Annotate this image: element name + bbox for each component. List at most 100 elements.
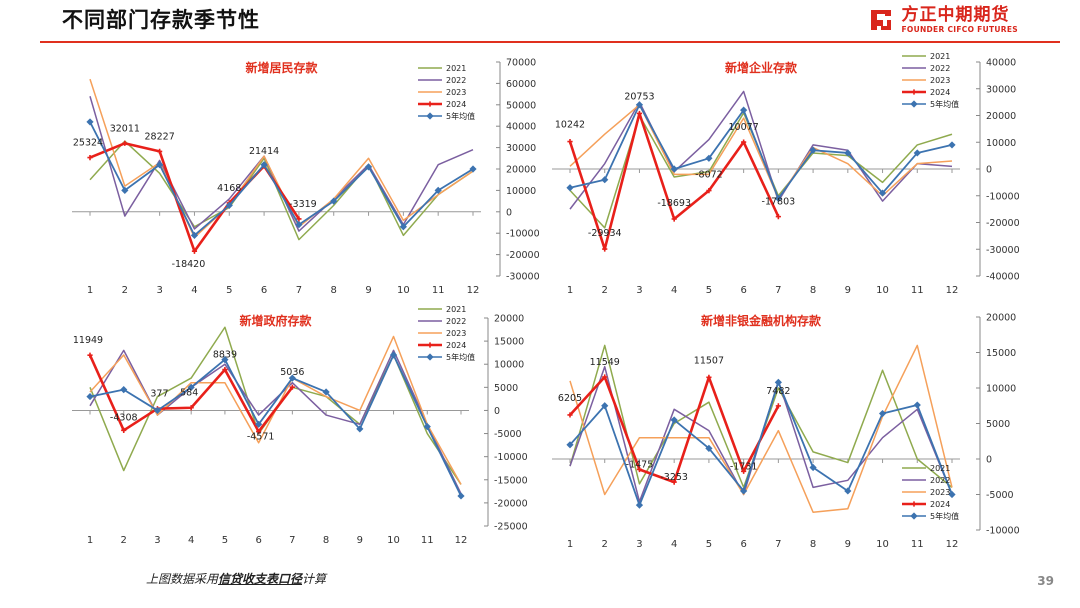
x-tick-label: 4 — [191, 285, 197, 296]
y-tick-label: -25000 — [494, 522, 528, 533]
data-point-marker — [602, 246, 608, 252]
data-label: -4571 — [247, 432, 275, 443]
y-tick-label: 60000 — [506, 79, 536, 90]
legend-marker — [910, 512, 918, 520]
data-label: 21414 — [249, 146, 279, 157]
legend-label: 2021 — [930, 464, 950, 473]
logo-text-cn: 方正中期期货 — [901, 5, 1010, 25]
data-point-marker — [913, 401, 921, 409]
logo-text-en: FOUNDER CIFCO FUTURES — [901, 25, 1018, 34]
x-tick-label: 4 — [671, 539, 677, 550]
data-point-marker — [389, 351, 398, 359]
legend-item: 2023 — [902, 76, 950, 85]
y-tick-label: 15000 — [986, 348, 1016, 359]
x-tick-label: 5 — [706, 539, 712, 550]
x-tick-label: 9 — [365, 285, 371, 296]
data-label: 28227 — [145, 131, 175, 142]
footnote-suffix: 计算 — [302, 572, 327, 586]
data-label: 10242 — [555, 120, 585, 131]
y-tick-label: 30000 — [986, 84, 1016, 95]
x-tick-label: 9 — [357, 535, 363, 546]
x-tick-label: 11 — [911, 285, 924, 296]
x-tick-label: 4 — [188, 535, 194, 546]
data-point-marker — [567, 412, 573, 418]
y-tick-label: -30000 — [506, 272, 540, 283]
legend-item: 2024 — [902, 500, 950, 509]
data-point-marker — [121, 427, 127, 433]
y-tick-label: 0 — [986, 165, 992, 176]
x-tick-label: 11 — [432, 285, 445, 296]
data-point-marker — [469, 165, 477, 173]
data-point-marker — [706, 374, 712, 380]
x-tick-label: 12 — [467, 285, 480, 296]
data-label: 8839 — [213, 350, 237, 361]
legend-item: 5年均值 — [418, 111, 475, 121]
x-tick-label: 7 — [296, 285, 302, 296]
data-label: 5036 — [280, 367, 304, 378]
data-point-marker — [948, 141, 956, 149]
data-point-marker — [670, 416, 678, 424]
chart-corporate-deposits: 新增企业存款 -40000 -30000 -20000 -10000 0 10000 2000… — [552, 52, 1020, 296]
data-point-marker — [122, 140, 128, 146]
data-point-marker — [775, 214, 781, 220]
data-label: 32011 — [110, 123, 140, 134]
data-point-marker — [434, 186, 442, 194]
y-tick-label: 70000 — [506, 58, 536, 69]
x-tick-label: 11 — [421, 535, 434, 546]
legend-marker — [426, 112, 434, 120]
data-point-marker — [809, 463, 817, 472]
series-line — [569, 344, 953, 513]
data-label: 11507 — [694, 355, 724, 366]
chart-title: 新增居民存款 — [245, 60, 318, 75]
series-5年均值 — [86, 118, 477, 239]
x-tick-label: 6 — [740, 285, 746, 296]
data-label: 11549 — [590, 357, 620, 368]
legend-marker — [910, 100, 918, 108]
series-2023 — [569, 344, 953, 513]
series-line — [89, 326, 462, 485]
data-point-marker — [844, 487, 852, 495]
chart-government-deposits: 新增政府存款 -25000 -20000 -15000 -10000 -5000 0 5000… — [72, 305, 528, 546]
y-tick-label: -5000 — [986, 490, 1014, 501]
legend-label: 2023 — [930, 76, 950, 85]
data-point-marker — [809, 146, 817, 154]
data-point-marker — [671, 216, 677, 222]
data-point-marker — [156, 161, 164, 169]
data-point-marker — [399, 223, 407, 231]
legend-marker — [427, 342, 433, 348]
legend-item: 2024 — [418, 341, 466, 350]
data-label: -18420 — [172, 259, 206, 270]
legend-marker — [426, 353, 434, 361]
x-tick-label: 5 — [226, 285, 232, 296]
legend-item: 2022 — [418, 317, 466, 326]
x-tick-label: 7 — [289, 535, 295, 546]
data-point-marker — [188, 405, 194, 411]
series-line — [569, 381, 953, 507]
legend-label: 5年均值 — [446, 352, 475, 362]
legend-label: 2022 — [446, 76, 466, 85]
legend-item: 2021 — [418, 305, 466, 314]
x-tick-label: 4 — [671, 285, 677, 296]
y-tick-label: -20000 — [506, 250, 540, 261]
legend-item: 5年均值 — [418, 352, 475, 362]
x-tick-label: 8 — [331, 285, 337, 296]
x-tick-label: 1 — [567, 539, 573, 550]
legend-label: 2024 — [930, 88, 950, 97]
legend-item: 2022 — [902, 476, 950, 485]
footnote-prefix: 上图数据采用 — [146, 572, 219, 586]
legend-label: 5年均值 — [930, 511, 959, 521]
series-line — [89, 354, 462, 497]
legend-marker — [911, 501, 917, 507]
legend-label: 2021 — [446, 64, 466, 73]
legend-label: 2024 — [446, 341, 466, 350]
data-point-marker — [295, 221, 303, 229]
legend-item: 2024 — [902, 88, 950, 97]
legend-label: 2023 — [446, 329, 466, 338]
legend-label: 2021 — [930, 52, 950, 61]
data-point-marker — [255, 420, 263, 428]
data-point-marker — [878, 409, 887, 418]
y-tick-label: 5000 — [494, 383, 518, 394]
x-tick-label: 11 — [911, 539, 924, 550]
data-point-marker — [225, 201, 233, 209]
x-tick-label: 3 — [636, 285, 642, 296]
